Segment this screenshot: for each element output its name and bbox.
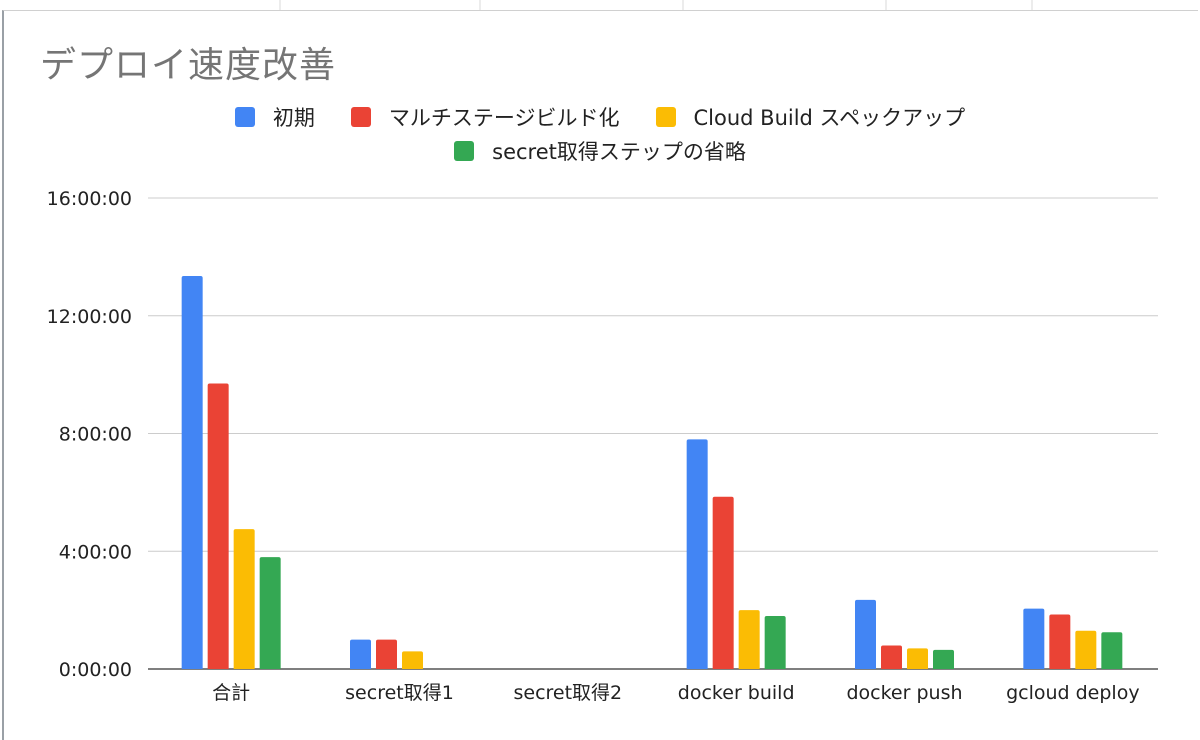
legend-item-series-1[interactable]: 初期	[234, 102, 315, 132]
legend-swatch-series-2	[350, 107, 371, 127]
x-tick-label: 合計	[212, 682, 250, 704]
legend-item-series-4[interactable]: secret取得ステップの省略	[454, 136, 746, 166]
legend-row-1: 初期 マルチステージビルド化 Cloud Build スペックアップ	[0, 102, 1200, 132]
legend-item-series-3[interactable]: Cloud Build スペックアップ	[655, 102, 966, 132]
y-tick-label: 4:00:00	[59, 541, 132, 563]
y-tick-label: 12:00:00	[47, 306, 132, 328]
bar-series-4-cat-5[interactable]	[933, 649, 954, 669]
legend-item-series-2[interactable]: マルチステージビルド化	[350, 102, 620, 132]
x-tick-label: docker build	[678, 682, 795, 704]
x-tick-label: secret取得1	[345, 682, 454, 704]
y-tick-label: 16:00:00	[47, 188, 132, 210]
y-tick-label: 8:00:00	[59, 424, 132, 446]
legend-row-2: secret取得ステップの省略	[0, 136, 1200, 166]
bar-series-3-cat-1[interactable]	[233, 529, 255, 669]
bar-series-4-cat-4[interactable]	[764, 616, 786, 669]
legend-swatch-series-1	[234, 107, 255, 127]
bar-series-1-cat-5[interactable]	[855, 599, 876, 669]
bar-series-3-cat-5[interactable]	[907, 648, 928, 669]
bar-series-2-cat-2[interactable]	[376, 639, 397, 669]
legend-swatch-series-3	[655, 107, 676, 127]
x-tick-label: gcloud deploy	[1006, 682, 1140, 704]
x-tick-label: secret取得2	[513, 682, 622, 704]
legend-label-series-1: 初期	[272, 106, 315, 130]
bar-series-2-cat-1[interactable]	[207, 383, 229, 669]
legend-label-series-3: Cloud Build スペックアップ	[693, 106, 966, 130]
bar-series-3-cat-4[interactable]	[738, 610, 760, 669]
bar-series-3-cat-2[interactable]	[402, 651, 423, 669]
bar-series-2-cat-4[interactable]	[712, 496, 734, 669]
bar-series-1-cat-1[interactable]	[181, 276, 203, 669]
legend-swatch-series-4	[454, 141, 475, 161]
legend-label-series-4: secret取得ステップの省略	[492, 140, 746, 164]
bar-series-4-cat-1[interactable]	[259, 557, 281, 669]
bar-series-1-cat-6[interactable]	[1023, 608, 1045, 669]
bar-series-1-cat-4[interactable]	[686, 439, 708, 669]
x-tick-label: docker push	[846, 682, 962, 704]
y-tick-label: 0:00:00	[59, 659, 132, 681]
bar-series-1-cat-2[interactable]	[350, 639, 371, 669]
bar-series-2-cat-5[interactable]	[881, 645, 902, 669]
chart-title: デプロイ速度改善	[40, 45, 337, 86]
legend-label-series-2: マルチステージビルド化	[388, 106, 620, 130]
bar-series-3-cat-6[interactable]	[1075, 630, 1097, 669]
bar-series-2-cat-6[interactable]	[1049, 614, 1071, 669]
bar-series-4-cat-6[interactable]	[1101, 632, 1123, 669]
